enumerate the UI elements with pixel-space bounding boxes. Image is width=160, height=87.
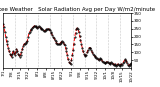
Title: Milwaukee Weather   Solar Radiation Avg per Day W/m2/minute: Milwaukee Weather Solar Radiation Avg pe…	[0, 7, 155, 12]
